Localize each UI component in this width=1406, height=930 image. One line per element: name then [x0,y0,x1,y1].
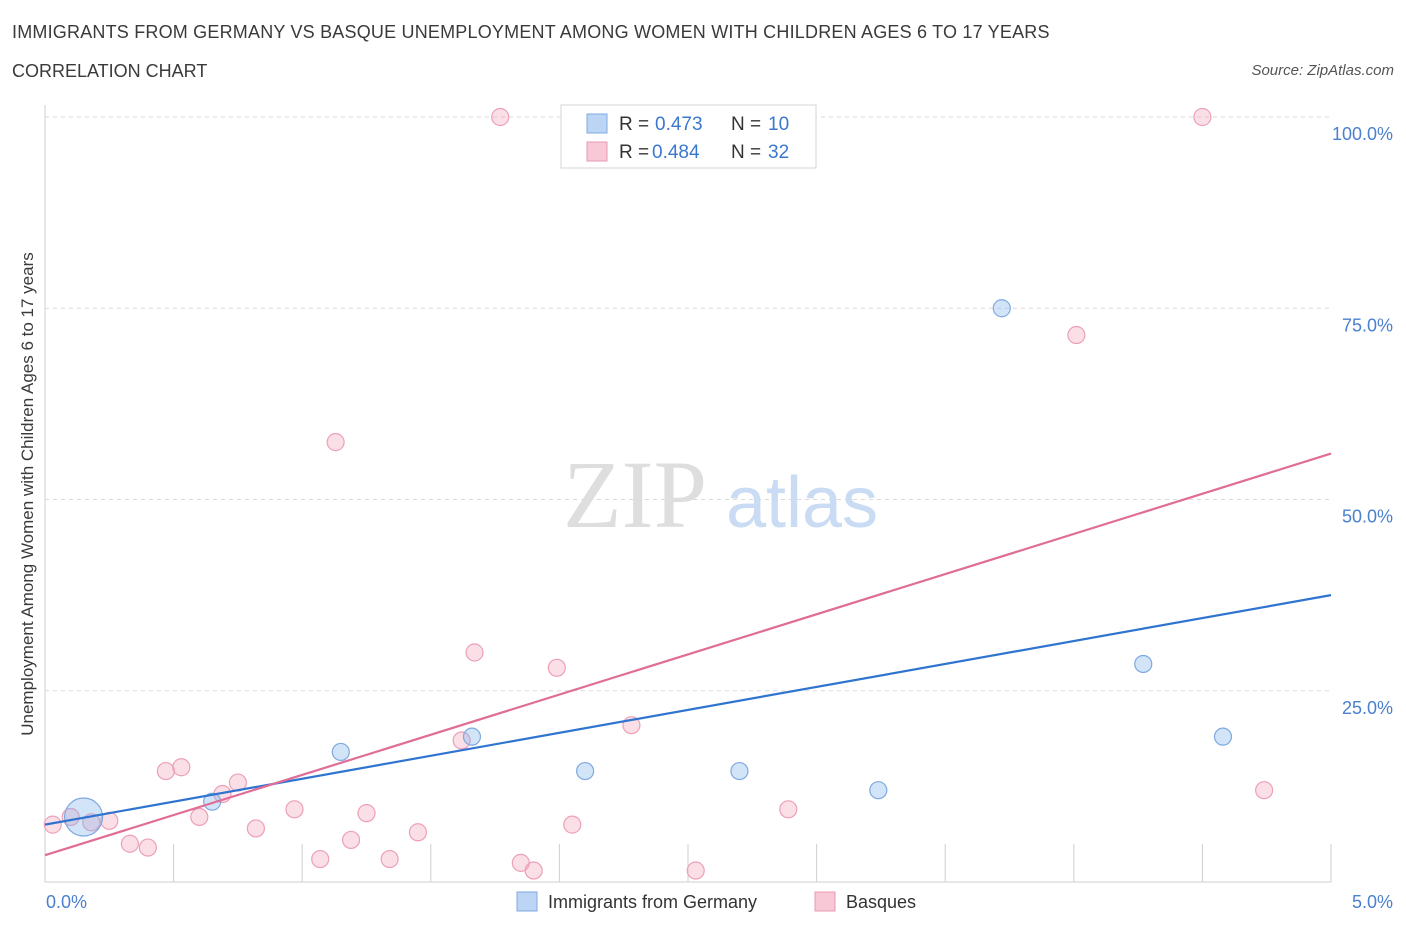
data-point [730,761,749,781]
tick-labels: 100.0% 75.0% 50.0% 25.0% 0.0% 5.0% [46,124,1393,912]
data-point [491,107,510,127]
legend-n-value: 32 [768,142,789,163]
y-tick-label: 100.0% [1332,124,1393,144]
y-tick-label: 50.0% [1342,507,1393,527]
data-point [43,815,62,834]
data-point [408,823,428,842]
legend-r-label: R = [619,142,649,163]
watermark-zip: ZIP [563,441,707,548]
data-point [156,761,175,781]
legend-n-value: 10 [768,114,789,135]
legend-stats: R = 0.473 N = 10 R = 0.484 N = 32 [560,104,817,169]
data-point [331,742,350,762]
data-point [203,792,222,811]
data-point [138,838,157,857]
y-tick-label: 75.0% [1342,315,1393,335]
data-point [120,834,139,853]
data-point [547,658,566,677]
legend-n-label: N = [731,142,761,163]
legend-r-value: 0.473 [655,114,703,135]
y-axis-label: Unemployment Among Women with Children A… [18,252,37,736]
watermark: ZIP atlas [563,441,878,548]
gridlines [45,116,1331,692]
source-label: Source: ZipAtlas.com [1251,62,1394,79]
legend-label-germany: Immigrants from Germany [548,892,757,912]
data-points [43,107,1274,880]
data-point [1213,727,1233,746]
data-point [1134,654,1153,674]
data-point [524,861,543,880]
data-point [1193,107,1212,127]
data-point [341,830,361,850]
axes [44,105,1332,883]
y-tick-label: 25.0% [1342,698,1393,718]
data-point [779,800,798,819]
legend-r-value: 0.484 [652,142,700,163]
data-point [576,761,595,781]
data-point [869,781,888,800]
legend-swatch-basques [814,891,836,912]
data-point [462,727,482,746]
legend-label-basques: Basques [846,892,916,912]
watermark-atlas: atlas [726,463,878,543]
x-tick-label: 5.0% [1352,892,1393,912]
data-point [686,861,705,880]
data-point [285,800,304,819]
trend-line [44,594,1332,826]
data-point [465,643,484,662]
legend-swatch-pink [586,141,608,162]
legend-swatch-germany [516,891,538,912]
legend: Immigrants from Germany Basques [516,891,916,912]
data-point [190,807,209,827]
data-point [246,819,266,838]
data-point [357,804,376,823]
chart-title: IMMIGRANTS FROM GERMANY VS BASQUE UNEMPL… [12,22,1050,42]
legend-n-label: N = [731,114,761,135]
legend-r-label: R = [619,114,649,135]
data-point [992,299,1011,318]
trend-lines [44,452,1332,857]
data-point [563,815,582,834]
x-tick-label: 0.0% [46,892,87,912]
data-point [1255,781,1274,800]
data-point [452,731,471,750]
legend-swatch-blue [586,113,608,134]
data-point [326,433,345,452]
trend-line [44,452,1332,857]
data-point [172,758,191,777]
chart-subtitle: CORRELATION CHART [12,61,208,81]
data-point [1067,325,1086,345]
data-point [380,849,399,869]
data-point [311,849,330,869]
